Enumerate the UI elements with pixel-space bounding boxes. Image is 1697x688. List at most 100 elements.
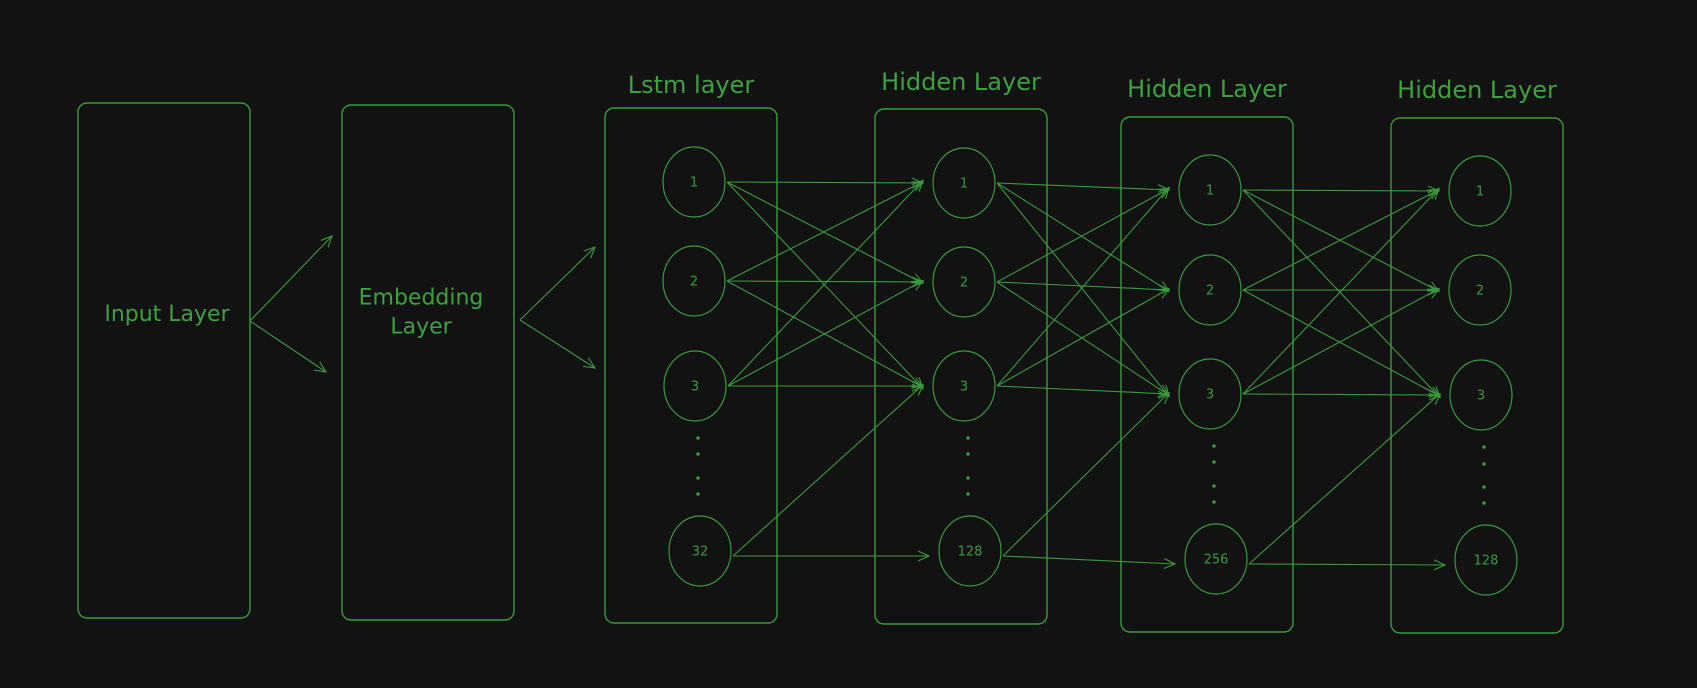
neuron-label: 1	[960, 177, 968, 192]
neuron-circle	[932, 147, 996, 219]
neuron-label: 1	[1476, 185, 1484, 200]
layer-label-input: Input Layer	[104, 302, 230, 327]
layer-box-lstm	[604, 107, 778, 624]
neuron-circle	[1178, 154, 1242, 226]
neuron-label: 2	[690, 275, 698, 290]
neuron-label: 3	[691, 380, 699, 395]
neuron-node: 256	[1184, 523, 1248, 595]
neuron-circle	[1178, 358, 1242, 430]
layer-lstm: Lstm layer 1 2 3 32	[604, 71, 778, 624]
ellipsis-dot	[1482, 501, 1486, 505]
neuron-node: 1	[1178, 154, 1242, 226]
connection-arrow	[1242, 190, 1439, 291]
layer-box-input	[77, 102, 251, 619]
connection-arrow	[996, 385, 1169, 394]
layer-title-hidden1: Hidden Layer	[881, 68, 1041, 96]
connection-arrow	[996, 189, 1169, 283]
neuron-node: 1	[932, 147, 996, 219]
connection-arrow	[732, 385, 923, 557]
neuron-circle	[1454, 524, 1518, 596]
ellipsis-dot	[966, 492, 970, 496]
connection-arrow	[249, 320, 326, 372]
neuron-node: 2	[1178, 254, 1242, 326]
neuron-node: 1	[1448, 155, 1512, 227]
neuron-label: 2	[1476, 284, 1484, 299]
neuron-node: 2	[662, 245, 726, 317]
neuron-label: 2	[1206, 284, 1214, 299]
layer-input: Input Layer	[77, 102, 251, 619]
connection-arrow	[727, 281, 923, 387]
ellipsis-dot	[696, 492, 700, 496]
neuron-label: 1	[690, 176, 698, 191]
layer-title-hidden3: Hidden Layer	[1397, 76, 1557, 104]
connection-arrow	[1002, 393, 1169, 557]
neuron-node: 3	[663, 350, 727, 422]
connection-arrow	[726, 281, 923, 282]
layer-embedding: Embedding Layer	[341, 104, 515, 621]
connection-arrow	[1242, 190, 1439, 191]
layer-box-hidden3	[1390, 117, 1564, 634]
connection-arrow	[519, 247, 595, 321]
connection-arrow	[996, 289, 1169, 387]
connection-arrow	[726, 181, 923, 283]
neuron-label: 128	[1474, 554, 1499, 569]
ellipsis-dot	[966, 452, 970, 456]
layer-box-hidden1	[874, 108, 1048, 625]
ellipsis-dot	[1482, 445, 1486, 449]
ellipsis-dot	[696, 476, 700, 480]
ellipsis-dot	[966, 436, 970, 440]
connection-arrow	[996, 281, 1169, 395]
connection-arrow	[996, 187, 1169, 387]
layer-hidden1: Hidden Layer 1 2 3 128	[874, 68, 1048, 625]
neuron-circle	[1178, 254, 1242, 326]
neuron-node: 2	[932, 246, 996, 318]
connection-arrow	[996, 182, 1169, 291]
neuron-label: 128	[958, 545, 983, 560]
connection-arrow	[249, 236, 332, 322]
neuron-circle	[1448, 254, 1512, 326]
ellipsis-dot	[966, 476, 970, 480]
layer-title-hidden2: Hidden Layer	[1127, 75, 1287, 103]
layer-box-embedding	[341, 104, 515, 621]
neuron-node: 3	[1178, 358, 1242, 430]
connection-arrow	[1248, 564, 1445, 565]
neuron-circle	[938, 515, 1002, 587]
neuron-circle	[932, 246, 996, 318]
layer-box-hidden2	[1120, 116, 1294, 633]
connection-arrow	[1242, 189, 1439, 291]
neuron-node: 32	[668, 515, 732, 587]
neuron-label: 32	[692, 545, 709, 560]
neuron-node: 2	[1448, 254, 1512, 326]
neuron-circle	[932, 350, 996, 422]
ellipsis-dot	[1482, 485, 1486, 489]
neuron-node: 1	[662, 146, 726, 218]
connection-arrow	[1002, 555, 1175, 564]
connection-arrow	[726, 182, 923, 183]
layer-hidden2: Hidden Layer 1 2 3 256	[1120, 75, 1294, 633]
neuron-label: 1	[1206, 184, 1214, 199]
layer-title-lstm: Lstm layer	[628, 71, 755, 99]
ellipsis-dot	[1212, 484, 1216, 488]
neuron-circle	[662, 146, 726, 218]
ellipsis-dot	[1212, 500, 1216, 504]
neuron-label: 3	[960, 380, 968, 395]
ellipsis-dot	[1212, 460, 1216, 464]
neuron-label: 256	[1204, 553, 1229, 568]
neuron-circle	[1184, 523, 1248, 595]
connection-arrow	[996, 182, 1169, 190]
connection-arrow	[1242, 289, 1439, 395]
neuron-circle	[1448, 155, 1512, 227]
ellipsis-dot	[696, 436, 700, 440]
neuron-circle	[662, 245, 726, 317]
connection-arrow	[726, 181, 923, 389]
neuron-label: 2	[960, 276, 968, 291]
connection-arrow	[1242, 188, 1439, 395]
neuron-label: 3	[1477, 389, 1485, 404]
neuron-circle	[1449, 359, 1513, 431]
ellipsis-dot	[696, 452, 700, 456]
connection-arrow	[726, 182, 923, 282]
connection-arrow	[1242, 394, 1440, 395]
connection-arrow	[519, 319, 595, 368]
